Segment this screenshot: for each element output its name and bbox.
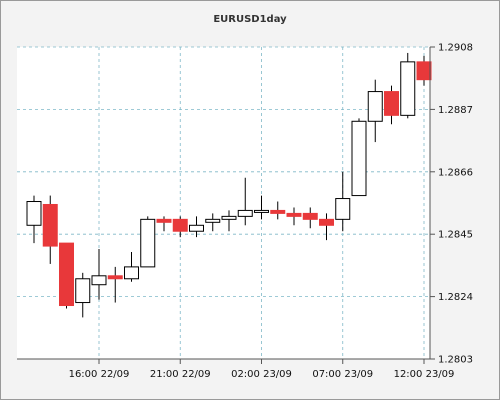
candle xyxy=(172,216,188,238)
candle-body-down xyxy=(107,275,123,280)
candle-body-up xyxy=(221,215,237,220)
candle xyxy=(286,207,302,226)
candle xyxy=(189,216,204,238)
candle xyxy=(107,266,123,303)
candle-body-up xyxy=(205,218,221,223)
candle-body-down xyxy=(416,61,432,81)
candle-body-up xyxy=(367,91,383,122)
candle-body-down xyxy=(172,218,188,232)
candles xyxy=(26,52,432,318)
candle xyxy=(384,85,399,125)
candle-body-down xyxy=(59,242,74,307)
candle xyxy=(156,216,172,232)
x-tick-label: 16:00 22/09 xyxy=(69,369,130,380)
candle xyxy=(124,252,139,282)
candle xyxy=(237,177,253,226)
axes xyxy=(17,47,431,360)
candle-body-down xyxy=(156,218,172,223)
y-axis-ticks: 1.2908 1.2887 1.2866 1.2845 1.2824 1.2803 xyxy=(430,43,473,366)
candle-body-up xyxy=(140,218,156,268)
candle xyxy=(270,201,286,220)
candle-body-up xyxy=(124,266,139,280)
candle xyxy=(42,195,58,264)
candle-body-up xyxy=(335,198,351,220)
candle-body-up xyxy=(26,201,42,226)
candle xyxy=(400,52,416,119)
candle xyxy=(335,171,351,232)
candle xyxy=(140,216,156,268)
candle xyxy=(416,55,432,86)
candle-body-up xyxy=(400,61,416,116)
chart-title: EURUSD1day xyxy=(213,14,287,25)
candle-body-up xyxy=(351,120,367,197)
candle-body-up xyxy=(75,278,91,304)
candle xyxy=(367,79,383,143)
candle xyxy=(75,272,91,318)
candle xyxy=(205,213,221,232)
x-tick-label: 21:00 22/09 xyxy=(150,369,211,380)
candle-body-down xyxy=(319,218,334,226)
candle-body-down xyxy=(286,212,302,217)
candle xyxy=(254,195,269,220)
y-tick-label: 1.2908 xyxy=(438,43,473,54)
candle xyxy=(26,195,42,244)
x-tick-label: 02:00 23/09 xyxy=(231,369,292,380)
plot-area xyxy=(17,47,430,359)
candle-body-down xyxy=(302,212,318,220)
y-tick-label: 1.2824 xyxy=(438,292,473,303)
x-tick-label: 07:00 23/09 xyxy=(312,369,373,380)
candle xyxy=(221,210,237,232)
candle-body-up xyxy=(189,224,204,232)
candle-body-up xyxy=(91,275,107,286)
candle-body-up xyxy=(237,209,253,217)
x-axis-ticks: 16:00 22/09 21:00 22/09 02:00 23/09 07:00 2… xyxy=(69,359,455,380)
y-tick-label: 1.2845 xyxy=(438,230,473,241)
candle xyxy=(319,213,334,241)
candle-body-down xyxy=(270,209,286,214)
candle-body-up xyxy=(254,209,269,213)
candle-body-down xyxy=(384,91,399,116)
candle xyxy=(59,242,74,309)
y-tick-label: 1.2866 xyxy=(438,167,473,178)
candle-body-down xyxy=(42,203,58,247)
candle xyxy=(91,249,107,300)
candle xyxy=(302,207,318,229)
x-tick-label: 12:00 23/09 xyxy=(394,369,455,380)
y-tick-label: 1.2887 xyxy=(438,105,473,116)
candle xyxy=(351,118,367,197)
y-tick-label: 1.2803 xyxy=(438,355,473,366)
